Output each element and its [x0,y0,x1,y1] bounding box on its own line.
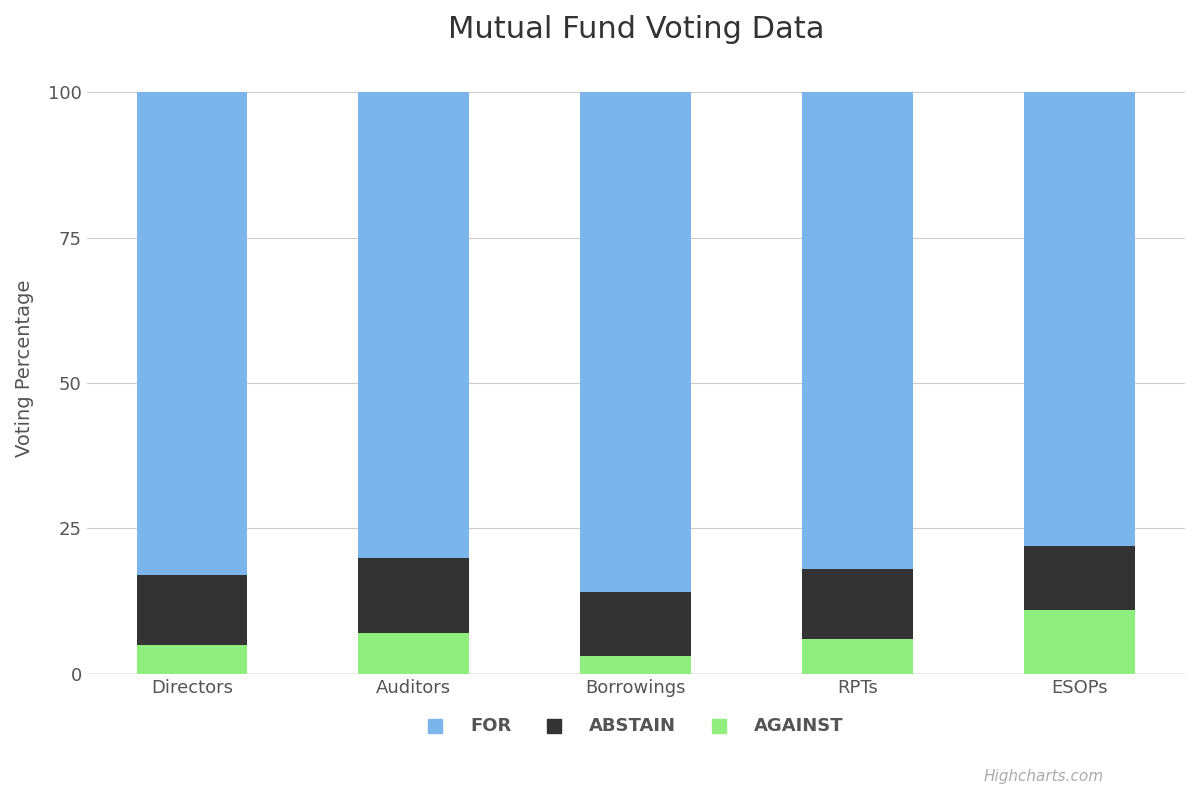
Bar [137,575,247,645]
Bar [1024,92,1135,546]
Bar [581,657,691,674]
Y-axis label: Voting Percentage: Voting Percentage [14,280,34,457]
Bar [581,92,691,593]
Bar [1024,610,1135,674]
Legend: FOR, ABSTAIN, AGAINST: FOR, ABSTAIN, AGAINST [420,708,852,744]
Text: Highcharts.com: Highcharts.com [984,769,1104,784]
Bar [1024,546,1135,610]
Bar [137,645,247,674]
Bar [359,558,469,634]
Bar [803,92,913,570]
Bar [359,92,469,558]
Bar [137,92,247,575]
Bar [359,634,469,674]
Bar [803,570,913,639]
Bar [581,593,691,657]
Bar [803,639,913,674]
Title: Mutual Fund Voting Data: Mutual Fund Voting Data [448,15,824,44]
